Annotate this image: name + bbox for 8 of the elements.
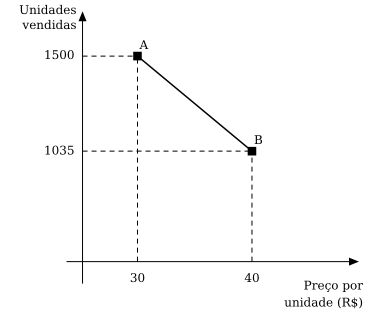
y-tick-label: 1500 [44, 48, 75, 62]
annotation: A [138, 38, 148, 52]
x-axis-title: Preço por unidade (R$) [284, 278, 364, 310]
y-axis-title: Unidades vendidas [19, 3, 77, 32]
y-tick-label: 1035 [44, 143, 75, 158]
x-tick-label: 40 [244, 270, 260, 285]
annotation: B [254, 133, 263, 148]
x-tick-label: 30 [130, 270, 146, 285]
